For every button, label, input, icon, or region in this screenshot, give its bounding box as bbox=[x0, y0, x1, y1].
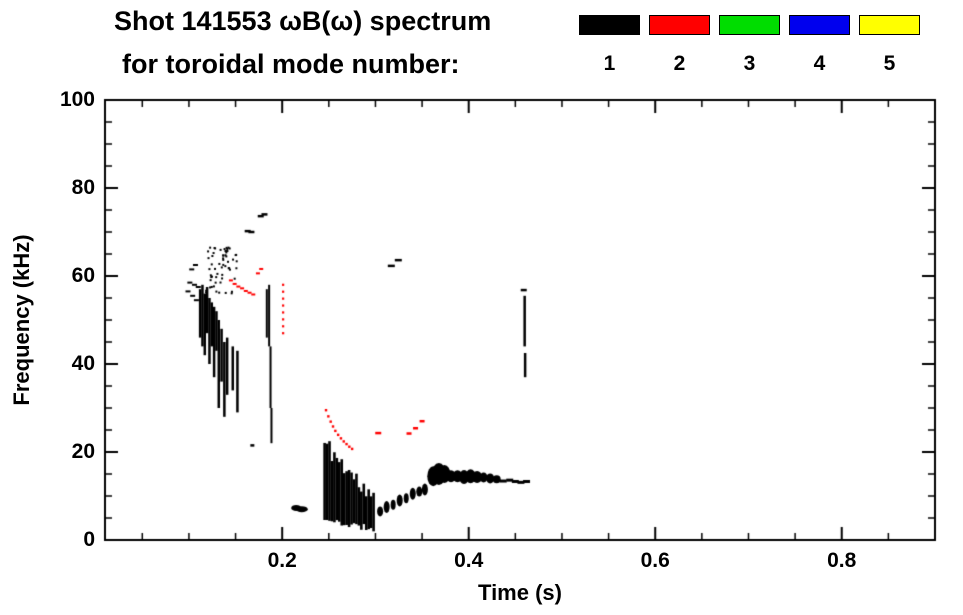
legend-swatch-n5 bbox=[859, 15, 920, 35]
legend-swatch-n2 bbox=[649, 15, 710, 35]
legend-item-n4: 4 bbox=[789, 15, 850, 76]
legend-item-n1: 1 bbox=[579, 15, 640, 76]
legend-label: 4 bbox=[813, 52, 826, 75]
legend-label: 3 bbox=[743, 52, 756, 75]
x-axis-title: Time (s) bbox=[478, 580, 562, 605]
chart-title: Shot 141553 ωB(ω) spectrum bbox=[114, 6, 492, 36]
mode-number-legend: 1 2 3 4 5 bbox=[579, 15, 920, 76]
legend-label: 2 bbox=[673, 52, 686, 75]
x-tick-label: 0.6 bbox=[640, 549, 670, 572]
legend-swatch-n4 bbox=[789, 15, 850, 35]
y-tick-label: 40 bbox=[71, 352, 95, 375]
y-tick-label: 60 bbox=[71, 264, 95, 287]
legend-swatch-n1 bbox=[579, 15, 640, 35]
legend-item-n5: 5 bbox=[859, 15, 920, 76]
x-tick-label: 0.4 bbox=[454, 549, 484, 572]
legend-label: 5 bbox=[883, 52, 896, 75]
y-tick-label: 0 bbox=[83, 528, 95, 551]
legend-swatch-n3 bbox=[719, 15, 780, 35]
chart-subtitle: for toroidal mode number: bbox=[122, 49, 460, 79]
legend-label: 1 bbox=[603, 52, 616, 75]
legend-item-n3: 3 bbox=[719, 15, 780, 76]
x-tick-label: 0.2 bbox=[267, 549, 297, 572]
legend-item-n2: 2 bbox=[649, 15, 710, 76]
y-tick-label: 80 bbox=[71, 176, 95, 199]
y-tick-label: 100 bbox=[59, 88, 95, 111]
y-axis-title: Frequency (kHz) bbox=[9, 234, 34, 406]
y-tick-label: 20 bbox=[71, 440, 95, 463]
x-tick-label: 0.8 bbox=[827, 549, 857, 572]
